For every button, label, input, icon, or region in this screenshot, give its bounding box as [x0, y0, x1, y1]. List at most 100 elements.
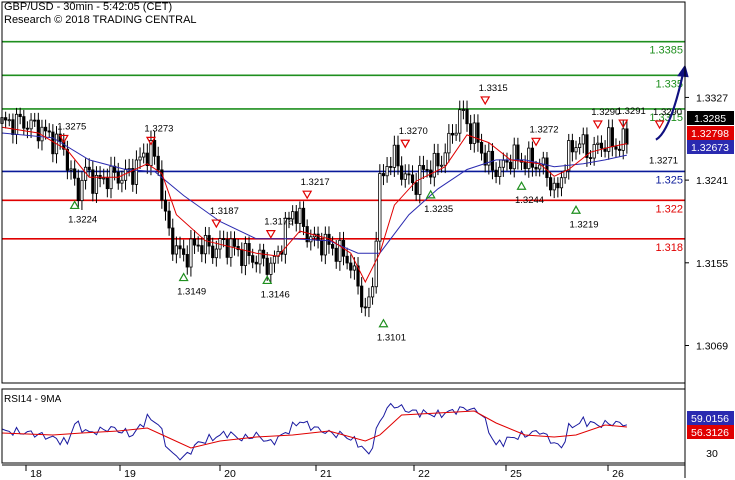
- candle-body: [254, 261, 258, 265]
- pivot-high-marker: [211, 219, 222, 229]
- y-tick-label: 1.3241: [696, 175, 728, 187]
- candle-body: [461, 109, 465, 111]
- pivot-low-marker: [262, 275, 273, 285]
- level-label: 1.3385: [649, 45, 683, 57]
- pivot-high-label: 1.3176: [264, 217, 293, 228]
- pivot-high-marker: [618, 119, 629, 129]
- candle-body: [207, 235, 211, 247]
- candle-body: [494, 169, 498, 177]
- candle-body: [251, 255, 255, 263]
- candle-body: [414, 182, 418, 195]
- candle-body: [258, 249, 262, 265]
- candle-body: [349, 262, 353, 271]
- rsi-tag-label: 59.0156: [691, 413, 729, 425]
- pivot-high-marker: [400, 139, 411, 149]
- candle-body: [607, 127, 611, 152]
- level-label: 1.318: [655, 242, 683, 254]
- candle-body: [29, 119, 33, 130]
- candle-body: [47, 130, 51, 133]
- candle-body: [65, 148, 69, 171]
- candle-body: [105, 177, 109, 190]
- main-panel: 1.3385 1.335 1.3315 1.325 1.322 1.318 1.3275 1.…: [0, 40, 689, 344]
- candle-body: [265, 257, 269, 275]
- candle-body: [287, 217, 291, 220]
- level-label: 1.322: [655, 203, 683, 215]
- candle-body: [538, 164, 542, 170]
- pivot-high-label: 1.3217: [301, 177, 330, 188]
- candle-body: [320, 240, 324, 256]
- candle-body: [18, 113, 22, 117]
- rsi-tag-ma: [687, 425, 734, 439]
- x-tick-label: 21: [320, 468, 332, 480]
- chart-subtitle: Research © 2018 TRADING CENTRAL: [4, 14, 197, 26]
- candle-body: [247, 243, 251, 256]
- candle-body: [567, 140, 571, 172]
- candle-body: [298, 207, 302, 224]
- candle-body: [40, 126, 44, 142]
- pivot-low-marker: [516, 181, 527, 190]
- candle-body: [425, 169, 429, 171]
- candle-body: [80, 179, 84, 202]
- price-tag-current: [687, 111, 734, 125]
- candle-body: [469, 123, 473, 144]
- pivot-low-marker: [69, 200, 80, 210]
- candle-body: [509, 161, 513, 170]
- candle-body: [447, 132, 451, 154]
- pivot-low-label: 1.3224: [68, 214, 97, 225]
- rsi-y-tick-label: 30: [706, 448, 718, 460]
- candle-body: [458, 109, 462, 134]
- pivot-high-marker: [265, 230, 276, 239]
- candle-body: [534, 166, 538, 170]
- pivot-high-marker: [302, 190, 313, 200]
- candle-body: [581, 134, 585, 145]
- candle-body: [76, 177, 80, 202]
- candle-body: [501, 159, 505, 168]
- candle-body: [527, 147, 531, 169]
- pivot-high-label: 1.3291: [617, 106, 646, 117]
- fast-ma-line: [1, 126, 627, 284]
- candle-body: [294, 211, 298, 224]
- main-panel-frame: [1, 1, 686, 384]
- candle-body: [120, 179, 124, 184]
- candle-body: [403, 173, 407, 180]
- slow-ma-line: [1, 132, 628, 254]
- candle-body: [621, 128, 625, 151]
- candle-body: [116, 171, 120, 184]
- candle-body: [138, 156, 142, 161]
- candle-body: [305, 226, 309, 243]
- candle-body: [556, 182, 560, 189]
- candle-body: [232, 238, 237, 247]
- candle-body: [14, 113, 19, 135]
- candle-body: [360, 285, 364, 308]
- candle-body: [145, 152, 149, 167]
- pivot-high-label: 1.3270: [399, 126, 428, 137]
- candle-body: [185, 254, 189, 268]
- candle-body: [4, 117, 8, 121]
- rsi-title: RSI14 - 9MA: [4, 394, 62, 405]
- pivot-high-label: 1.3290: [653, 107, 682, 118]
- candle-body: [178, 245, 182, 250]
- candle-body: [94, 174, 99, 194]
- y-tick-label: 1.3155: [696, 258, 728, 270]
- level-label: 1.325: [655, 174, 683, 186]
- rsi-tag-rsi: [687, 411, 734, 425]
- candle-body: [439, 164, 444, 167]
- candle-body: [338, 239, 342, 262]
- candle-body: [160, 169, 164, 201]
- forecast-arrow-shaft: [655, 73, 685, 141]
- candle-body: [174, 245, 178, 255]
- x-tick-label: 20: [224, 468, 236, 480]
- level-label: 1.335: [655, 78, 683, 90]
- candle-body: [472, 122, 476, 144]
- pivot-low-label: 1.3101: [377, 333, 406, 344]
- y-tick-label: 1.3069: [696, 341, 728, 353]
- candle-body: [363, 306, 367, 309]
- pivot-high-label: 1.3273: [144, 123, 173, 134]
- candle-body: [222, 238, 226, 240]
- candle-body: [203, 235, 208, 255]
- pivot-low-marker: [425, 189, 436, 199]
- candle-body: [73, 168, 77, 179]
- candle-body: [570, 140, 574, 153]
- candle-body: [196, 244, 200, 247]
